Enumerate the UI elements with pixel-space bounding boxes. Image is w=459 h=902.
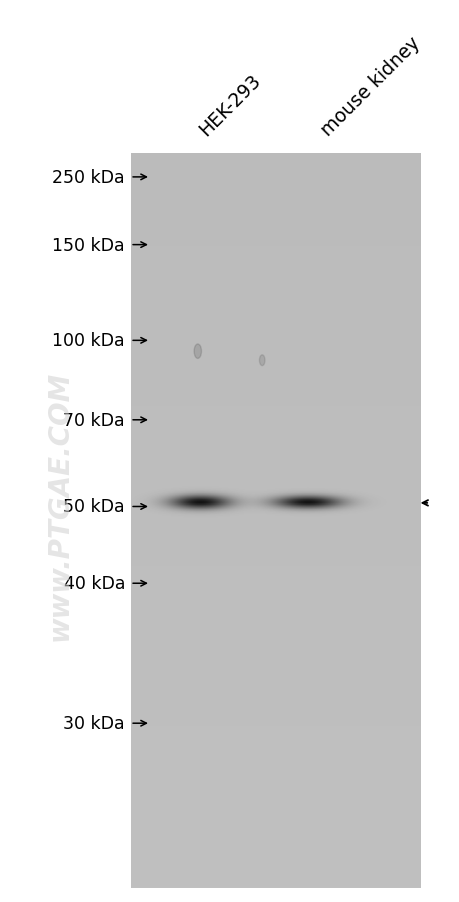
- Text: 50 kDa: 50 kDa: [63, 498, 125, 516]
- Text: 150 kDa: 150 kDa: [52, 236, 125, 254]
- Text: 40 kDa: 40 kDa: [63, 575, 125, 593]
- Text: 70 kDa: 70 kDa: [63, 411, 125, 429]
- Text: HEK-293: HEK-293: [196, 71, 264, 140]
- Text: www.PTGAE.COM: www.PTGAE.COM: [46, 370, 73, 640]
- Circle shape: [194, 345, 201, 359]
- Circle shape: [259, 355, 264, 366]
- Text: 30 kDa: 30 kDa: [63, 714, 125, 732]
- Text: 250 kDa: 250 kDa: [52, 169, 125, 187]
- Text: mouse kidney: mouse kidney: [317, 33, 423, 140]
- Text: 100 kDa: 100 kDa: [52, 332, 125, 350]
